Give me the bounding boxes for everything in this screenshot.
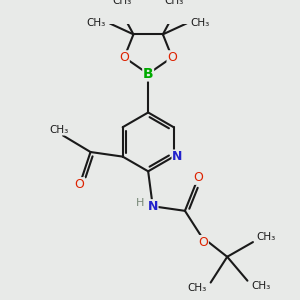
Text: O: O [119,51,129,64]
Text: CH₃: CH₃ [251,281,270,291]
Text: CH₃: CH₃ [50,125,69,135]
Text: O: O [198,236,208,249]
Text: CH₃: CH₃ [256,232,276,242]
Text: CH₃: CH₃ [190,18,210,28]
Text: CH₃: CH₃ [164,0,184,6]
Text: CH₃: CH₃ [188,283,207,293]
Text: B: B [143,67,154,81]
Text: O: O [193,171,203,184]
Text: O: O [75,178,84,191]
Text: H: H [136,198,144,208]
Text: O: O [167,51,177,64]
Text: N: N [148,200,158,213]
Text: N: N [172,150,182,163]
Text: CH₃: CH₃ [87,18,106,28]
Text: CH₃: CH₃ [113,0,132,6]
